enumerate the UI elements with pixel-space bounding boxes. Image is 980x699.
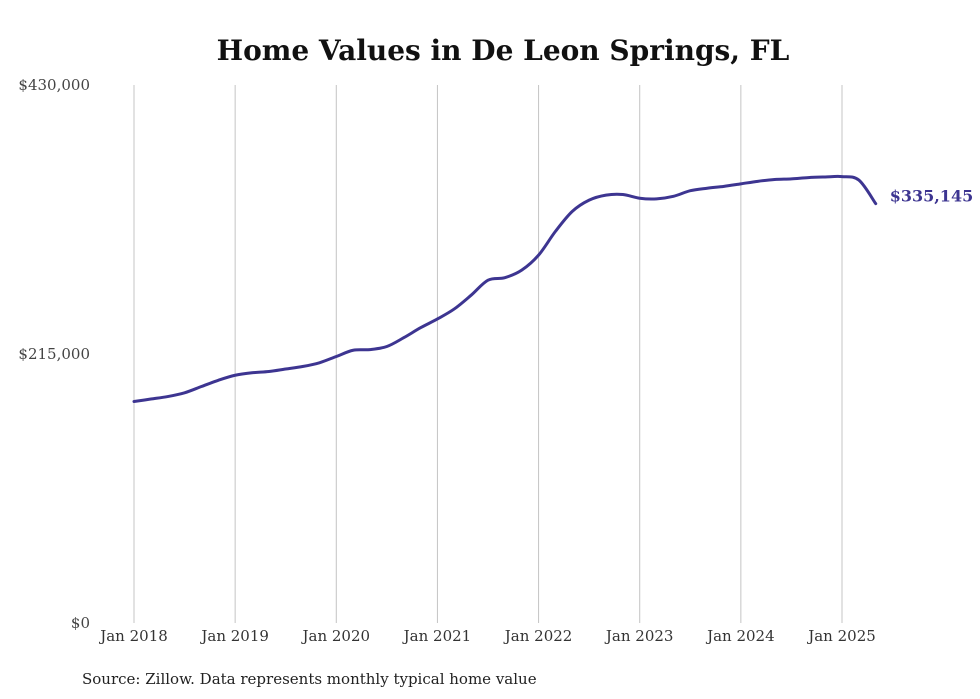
y-tick-label: $0 [71, 614, 90, 632]
gridlines [133, 85, 843, 623]
x-tick-label: Jan 2024 [705, 627, 775, 645]
x-tick-label: Jan 2021 [402, 627, 472, 645]
x-tick-label: Jan 2019 [199, 627, 269, 645]
x-tick-label: Jan 2022 [503, 627, 573, 645]
x-axis-tick-labels: Jan 2018 Jan 2019 Jan 2020 Jan 2021 Jan 2022… [98, 627, 876, 645]
x-tick-label: Jan 2025 [806, 627, 876, 645]
series-end-label: $335,145 [890, 187, 974, 206]
x-tick-label: Jan 2020 [301, 627, 371, 645]
y-tick-label: $430,000 [18, 76, 90, 94]
series-layer: $335,145 [132, 174, 974, 404]
source-note: Source: Zillow. Data represents monthly … [82, 670, 537, 688]
y-tick-label: $215,000 [18, 345, 90, 363]
x-tick-label: Jan 2023 [604, 627, 674, 645]
series-line [132, 174, 878, 404]
chart-title: Home Values in De Leon Springs, FL [217, 34, 790, 67]
x-tick-label: Jan 2018 [98, 627, 168, 645]
y-axis-tick-labels: $0 $215,000 $430,000 [18, 76, 90, 632]
